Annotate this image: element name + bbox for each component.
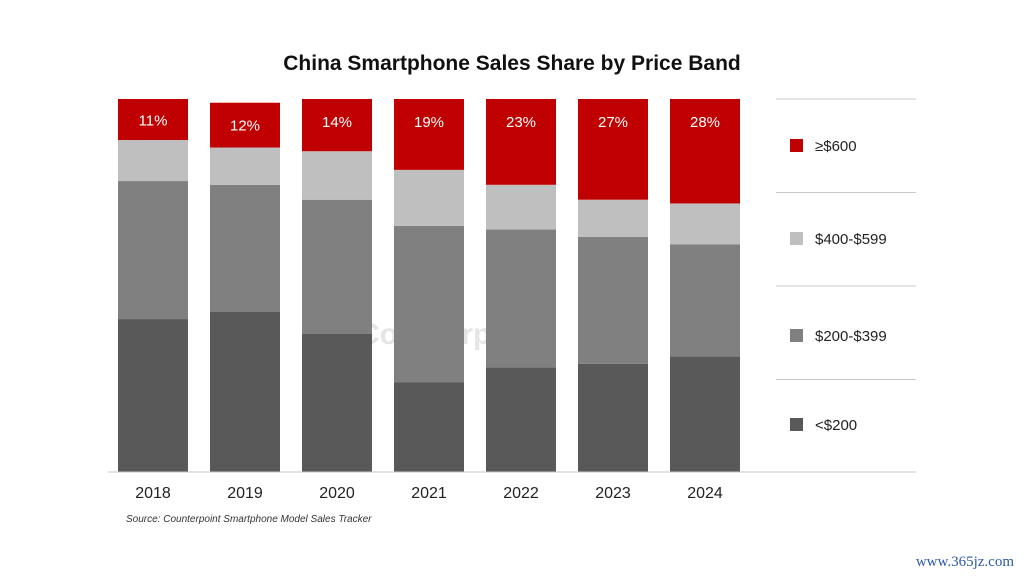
x-tick-2021: 2021 <box>411 485 447 502</box>
legend-swatch-400-599 <box>790 232 803 245</box>
data-label-2019: 12% <box>230 118 260 135</box>
data-label-2021: 19% <box>414 114 444 131</box>
bar-segment-2024-600-plus <box>670 99 740 204</box>
bar-segment-2019-400-599 <box>210 147 280 185</box>
source-note: Source: Counterpoint Smartphone Model Sa… <box>126 514 372 525</box>
bar-segment-2023-200-399 <box>578 237 648 364</box>
data-label-2023: 27% <box>598 114 628 131</box>
bar-segment-2018-400-599 <box>118 140 188 182</box>
bar-segment-2022-under-200 <box>486 367 556 472</box>
legend-label-400-599: $400-$599 <box>815 231 887 248</box>
data-labels: 11% 12% 14% 19% 23% 27% 28% <box>139 113 720 135</box>
x-tick-2020: 2020 <box>319 485 355 502</box>
bar-segment-2022-600-plus <box>486 99 556 185</box>
x-tick-2019: 2019 <box>227 485 263 502</box>
bar-segment-2018-200-399 <box>118 181 188 320</box>
legend-swatch-200-399 <box>790 329 803 342</box>
data-label-2022: 23% <box>506 114 536 131</box>
data-label-2020: 14% <box>322 114 352 131</box>
bar-segment-2022-200-399 <box>486 229 556 368</box>
bar-segment-2018-under-200 <box>118 319 188 472</box>
x-tick-2022: 2022 <box>503 485 539 502</box>
x-tick-2023: 2023 <box>595 485 631 502</box>
legend: ≥$600 $400-$599 $200-$399 <$200 <box>776 98 916 434</box>
bar-segment-2020-600-plus <box>302 99 372 152</box>
bar-segment-2021-200-399 <box>394 225 464 383</box>
bar-segment-2019-600-plus <box>210 102 280 148</box>
bar-segment-2021-400-599 <box>394 169 464 226</box>
bar-segment-2022-400-599 <box>486 184 556 230</box>
data-label-2024: 28% <box>690 114 720 131</box>
bar-segment-2021-600-plus <box>394 99 464 170</box>
bar-segment-2019-under-200 <box>210 311 280 472</box>
bar-segment-2021-under-200 <box>394 382 464 472</box>
bar-segment-2020-200-399 <box>302 199 372 334</box>
legend-label-600-plus: ≥$600 <box>815 138 857 155</box>
legend-label-200-399: $200-$399 <box>815 328 887 345</box>
bar-segment-2020-under-200 <box>302 333 372 472</box>
bar-segment-2024-under-200 <box>670 356 740 472</box>
site-watermark: www.365jz.com <box>916 554 1015 570</box>
chart-title: China Smartphone Sales Share by Price Ba… <box>283 52 740 75</box>
bars <box>118 99 740 472</box>
bar-segment-2023-under-200 <box>578 363 648 472</box>
data-label-2018: 11% <box>139 113 168 130</box>
bar-segment-2023-600-plus <box>578 99 648 200</box>
bar-segment-2018-600-plus <box>118 99 188 141</box>
legend-swatch-600-plus <box>790 139 803 152</box>
x-tick-2024: 2024 <box>687 485 723 502</box>
legend-swatch-under-200 <box>790 418 803 431</box>
bar-segment-2023-400-599 <box>578 199 648 238</box>
bar-segment-2024-200-399 <box>670 244 740 357</box>
x-tick-2018: 2018 <box>135 485 171 502</box>
bar-segment-2024-400-599 <box>670 203 740 245</box>
bar-segment-2019-200-399 <box>210 184 280 312</box>
x-tick-labels: 2018 2019 2020 2021 2022 2023 2024 <box>135 485 723 502</box>
legend-label-under-200: <$200 <box>815 417 857 434</box>
bar-segment-2020-400-599 <box>302 151 372 200</box>
